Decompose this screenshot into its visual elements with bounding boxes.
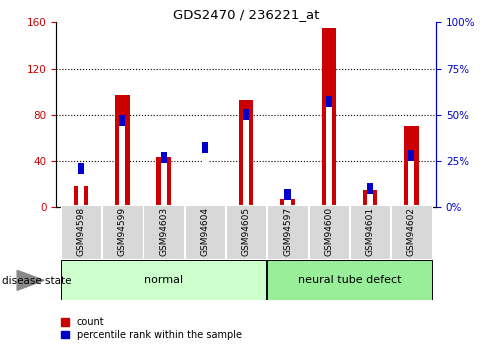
Bar (267, 260, 432, 300)
Bar (202, 154, 208, 207)
Bar (226, 205, 267, 259)
Bar (156, 157, 171, 207)
Bar (391, 205, 432, 259)
Bar (326, 107, 332, 207)
Text: GSM94600: GSM94600 (324, 207, 333, 256)
Bar (363, 190, 377, 207)
Text: normal: normal (144, 275, 183, 285)
Bar (280, 199, 294, 207)
Bar (115, 95, 130, 207)
Bar (144, 205, 184, 259)
Bar (102, 205, 143, 259)
Title: GDS2470 / 236221_at: GDS2470 / 236221_at (173, 8, 319, 21)
Text: GSM94602: GSM94602 (407, 207, 416, 256)
Text: disease state: disease state (2, 276, 72, 286)
Text: GSM94603: GSM94603 (159, 207, 168, 256)
Legend: count, percentile rank within the sample: count, percentile rank within the sample (61, 317, 242, 340)
Bar (239, 100, 253, 207)
Bar (321, 28, 336, 207)
Bar (119, 126, 125, 207)
Text: GSM94597: GSM94597 (283, 207, 292, 256)
Text: GSM94605: GSM94605 (242, 207, 251, 256)
Bar (78, 163, 84, 207)
Bar (284, 188, 291, 207)
Bar (202, 142, 208, 207)
Bar (367, 183, 373, 207)
Bar (119, 115, 125, 207)
Bar (161, 152, 167, 207)
Bar (185, 205, 225, 259)
Text: GSM94598: GSM94598 (76, 207, 86, 256)
Text: GSM94599: GSM94599 (118, 207, 127, 256)
Bar (350, 205, 390, 259)
Bar (74, 186, 88, 207)
Bar (198, 205, 212, 207)
Text: GSM94604: GSM94604 (200, 207, 209, 256)
Bar (243, 109, 249, 207)
Bar (408, 161, 415, 207)
Text: GSM94601: GSM94601 (366, 207, 374, 256)
Text: neural tube defect: neural tube defect (297, 275, 401, 285)
Bar (326, 96, 332, 207)
Bar (404, 126, 418, 207)
Polygon shape (17, 270, 44, 290)
Bar (367, 194, 373, 207)
Bar (243, 120, 249, 207)
Bar (408, 150, 415, 207)
Bar (284, 200, 291, 207)
Bar (78, 174, 84, 207)
Bar (61, 205, 101, 259)
Bar (309, 205, 349, 259)
Bar (161, 163, 167, 207)
Bar (267, 205, 308, 259)
Bar (61, 260, 267, 300)
